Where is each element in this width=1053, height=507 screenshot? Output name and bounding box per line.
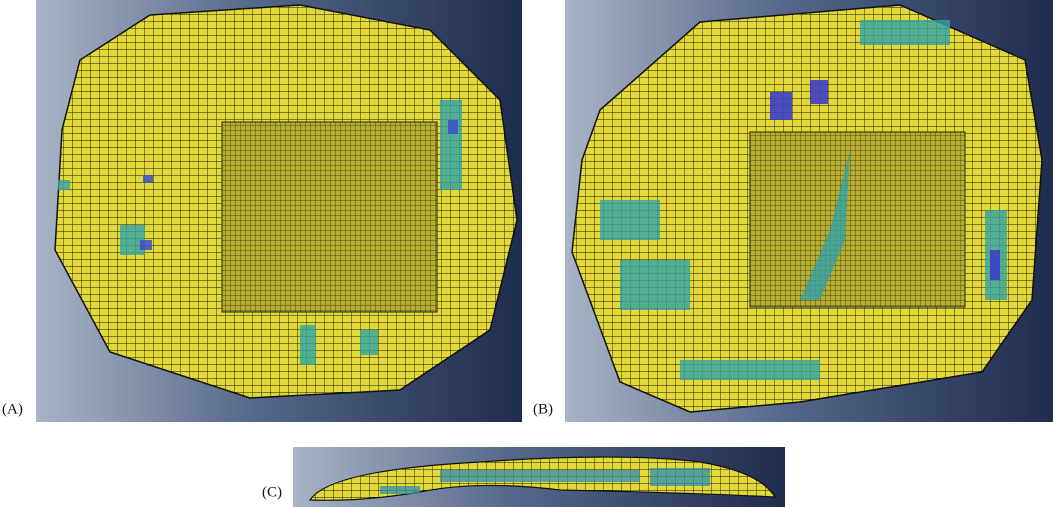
panel-c: (C): [262, 447, 785, 507]
panel-label: (B): [533, 401, 553, 417]
panel-label: (C): [262, 484, 282, 500]
figure: (A) (B) (C): [0, 0, 1053, 507]
mesh-core: [222, 122, 437, 312]
panel-b: (B): [533, 0, 1053, 422]
page: {"panels": [{"label": "(A)"}, {"label": …: [0, 0, 1053, 507]
mesh-core: [750, 132, 965, 307]
panel-a: (A): [2, 0, 522, 422]
panel-label: (A): [2, 401, 23, 417]
